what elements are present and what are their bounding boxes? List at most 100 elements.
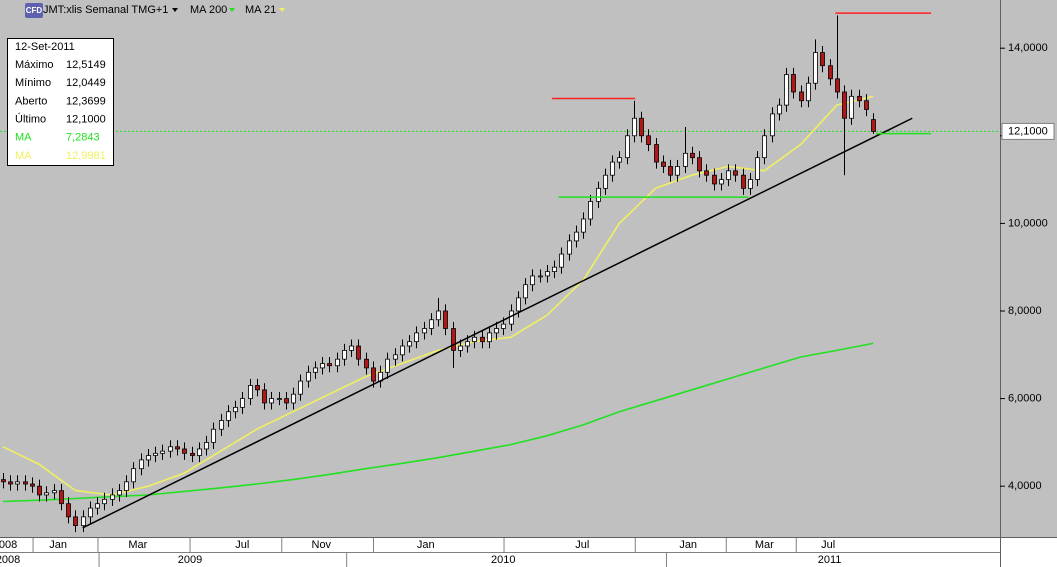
info-box-frame <box>7 38 114 166</box>
info-value: 12,0449 <box>66 77 106 89</box>
candle-body <box>559 253 564 268</box>
candle-body <box>168 446 173 452</box>
candle-body <box>625 135 630 159</box>
candle-body <box>603 174 608 189</box>
candle-body <box>588 201 593 220</box>
candle-body <box>291 393 296 404</box>
candle-body <box>646 135 651 145</box>
candle-body <box>52 490 57 494</box>
y-tick-label: 4,0000 <box>1008 480 1042 492</box>
candle-body <box>356 345 361 360</box>
candle-body <box>327 363 332 367</box>
candle-body <box>545 271 550 277</box>
candle-body <box>219 420 224 430</box>
dropdown-arrow[interactable] <box>172 8 178 12</box>
candle-body <box>124 481 129 491</box>
candle-body <box>842 91 847 119</box>
candle-body <box>175 446 180 450</box>
candle-body <box>610 161 615 176</box>
month-label: Nov <box>312 539 332 551</box>
candle-body <box>538 275 543 278</box>
candle-body <box>95 503 100 509</box>
candle-body <box>726 170 731 180</box>
legend-entry[interactable]: MA 200 <box>190 4 227 16</box>
header: CFD JMT:xlis Semanal TMG+1 MA 200 MA 21 <box>25 3 285 18</box>
candle-body <box>66 503 71 518</box>
candle-body <box>697 157 702 172</box>
annotation-line <box>82 117 913 529</box>
candle-body <box>806 82 811 102</box>
candle-body <box>791 74 796 93</box>
dropdown-arrow[interactable] <box>279 8 285 12</box>
month-label: Jan <box>49 539 67 551</box>
candle-body <box>654 144 659 163</box>
candle-body <box>755 157 760 180</box>
dropdown-arrow[interactable] <box>229 8 235 12</box>
candle-body <box>313 367 318 373</box>
candle-body <box>820 52 825 67</box>
candle-body <box>233 406 238 413</box>
candle-body <box>407 341 412 347</box>
candle-body <box>813 52 818 84</box>
candle-body <box>240 398 245 408</box>
candle-body <box>675 166 680 176</box>
candle-body <box>828 65 833 80</box>
candle-body <box>204 441 209 450</box>
candle-body <box>320 363 325 369</box>
candle-body <box>117 490 122 496</box>
candle-body <box>762 135 767 159</box>
candle-body <box>182 448 187 454</box>
candle-body <box>248 385 253 399</box>
candle-body <box>30 483 35 487</box>
candle-body <box>849 95 854 119</box>
candle-body <box>15 481 20 485</box>
candle-body <box>277 398 282 400</box>
candle-body <box>422 328 427 334</box>
candle-body <box>211 428 216 443</box>
candle-body <box>581 218 586 233</box>
month-label: Mar <box>128 539 147 551</box>
candle-body <box>733 170 738 176</box>
candle-body <box>523 284 528 299</box>
year-label: 2009 <box>178 554 202 566</box>
info-value: 12,1000 <box>66 114 106 126</box>
info-label: Mínimo <box>15 77 51 89</box>
candle-body <box>451 328 456 351</box>
candle-body <box>617 157 622 163</box>
candle-body <box>364 358 369 369</box>
candle-body <box>284 398 289 404</box>
header-title[interactable]: JMT:xlis Semanal TMG+1 <box>43 4 168 16</box>
candle-body <box>269 398 274 404</box>
candle-body <box>102 498 107 505</box>
info-value: 12,3699 <box>66 95 106 107</box>
candle-body <box>226 411 231 421</box>
legend-entry[interactable]: MA 21 <box>245 4 276 16</box>
candle-body <box>741 174 746 189</box>
info-label: MA <box>15 132 32 144</box>
candle-body <box>298 380 303 395</box>
candle-body <box>81 516 86 527</box>
month-label: 008 <box>0 539 17 551</box>
candle-body <box>306 371 311 382</box>
candle-body <box>197 448 202 456</box>
candle-body <box>487 332 492 343</box>
candle-body <box>661 161 666 167</box>
info-value: 12,5149 <box>66 59 106 71</box>
candle-body <box>342 350 347 360</box>
candle-body <box>770 113 775 137</box>
month-label: Jul <box>235 539 249 551</box>
info-label: Máximo <box>15 59 54 71</box>
candle-body <box>443 310 448 329</box>
candle-body <box>530 275 535 286</box>
axes: 4,00006,00008,000010,000012,000014,00000… <box>0 42 1055 567</box>
candle-body <box>574 231 579 242</box>
candle-body <box>414 332 419 343</box>
candle-body <box>59 490 64 505</box>
candle-body <box>472 336 477 343</box>
candle-body <box>160 450 165 454</box>
y-tick-label: 8,0000 <box>1008 305 1042 317</box>
candle-body <box>255 385 260 391</box>
candle-body <box>480 336 485 343</box>
